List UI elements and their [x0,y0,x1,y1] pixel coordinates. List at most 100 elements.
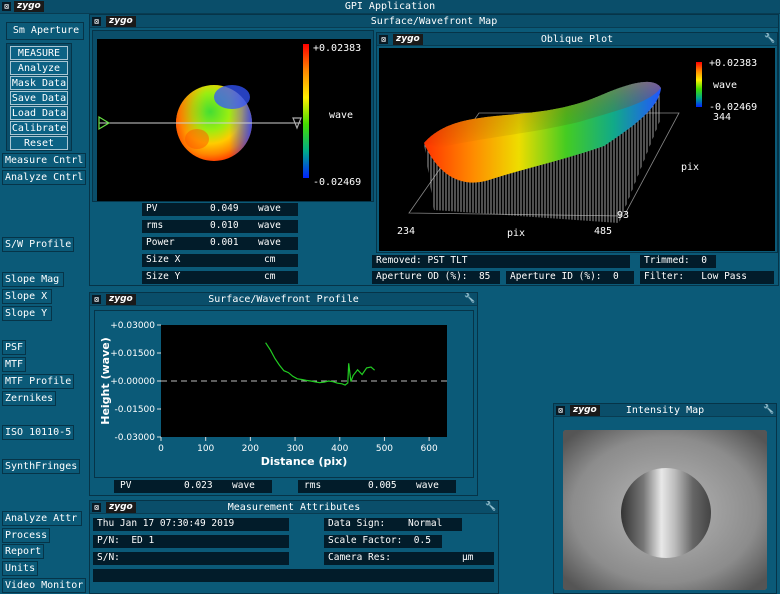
measurement-attributes-window: ⊠ zygo Measurement Attributes 🔧 Thu Jan … [89,500,499,594]
profile-pv-field: PV 0.023 wave [114,480,272,493]
mtf-profile-button[interactable]: MTF Profile [2,374,74,389]
synthfringes-button[interactable]: SynthFringes [2,459,80,474]
wrench-icon[interactable]: 🔧 [464,294,476,304]
close-icon[interactable]: ⊠ [92,295,101,304]
date-field: Thu Jan 17 07:30:49 2019 [93,518,289,531]
close-icon[interactable]: ⊠ [92,17,101,26]
profile-title-bar: ⊠ zygo Surface/Wavefront Profile 🔧 [90,293,477,306]
y-tick-label: +0.00000 [110,377,155,387]
iso-10110-5-button[interactable]: ISO 10110-5 [2,425,74,440]
x-tick-label: 200 [242,444,259,454]
close-icon[interactable]: ⊠ [2,2,11,11]
app-title: GPI Application [344,1,436,12]
sn-field[interactable]: S/N: [93,552,289,565]
analyze-button[interactable]: Analyze [10,61,68,75]
zygo-logo: zygo [393,34,423,45]
oblique-x-right: 485 [594,226,613,237]
surface-map-title: Surface/Wavefront Map [370,16,498,27]
process-button[interactable]: Process [2,528,50,543]
units-button[interactable]: Units [2,561,38,576]
mtf-button[interactable]: MTF [2,357,26,372]
removed-field: Removed: PST TLT [372,255,630,268]
y-tick-label: +0.03000 [110,321,155,331]
surface-map-title-bar: ⊠ zygo Surface/Wavefront Map [90,15,778,28]
reset-button[interactable]: Reset [10,136,68,150]
profile-start-marker[interactable] [98,115,111,131]
oblique-x-left: 234 [397,226,416,237]
map-scale-min: -0.02469 [313,177,362,188]
attributes-title-bar: ⊠ zygo Measurement Attributes 🔧 [90,501,498,514]
surface-map-window: ⊠ zygo Surface/Wavefront Map [89,14,779,286]
load-data-button[interactable]: Load Data [10,106,68,120]
zygo-logo: zygo [14,1,44,12]
oblique-plot-area: +0.02383 wave -0.02469 344 pix 93 234 pi… [379,48,775,251]
oblique-y-axis-label: pix [681,162,700,173]
oblique-color-scale [696,62,702,107]
y-tick-label: -0.03000 [115,433,156,443]
zygo-logo: zygo [106,502,136,513]
y-tick-label: +0.01500 [110,349,155,359]
color-scale-bar [303,44,309,178]
pn-field[interactable]: P/N: ED 1 [93,535,289,548]
analyze-attr-button[interactable]: Analyze Attr [2,511,82,526]
zernikes-button[interactable]: Zernikes [2,391,56,406]
camera-res-field: Camera Res: µm [324,552,494,565]
profile-title: Surface/Wavefront Profile [208,294,359,305]
surface-map-svg [98,44,309,178]
power-result: Power 0.001 wave [142,237,298,250]
video-monitor-button[interactable]: Video Monitor [2,578,86,593]
close-icon[interactable]: ⊠ [556,406,565,415]
x-tick-label: 400 [331,444,348,454]
x-tick-label: 100 [197,444,214,454]
zygo-logo: zygo [106,294,136,305]
profile-end-marker[interactable] [292,117,302,130]
pv-result: PV 0.049 wave [142,203,298,216]
left-button-panel: Sm Aperture MEASURE Analyze Mask Data Sa… [0,14,88,594]
measure-cntrl-button[interactable]: Measure Cntrl [2,153,86,168]
oblique-y-top: 344 [713,112,732,123]
slope-y-button[interactable]: Slope Y [2,306,52,321]
intensity-map-title: Intensity Map [625,405,705,416]
close-icon[interactable]: ⊠ [379,35,388,44]
attributes-title: Measurement Attributes [227,502,361,513]
trimmed-field: Trimmed: 0 [640,255,716,268]
x-tick-label: 600 [421,444,438,454]
close-icon[interactable]: ⊠ [92,503,101,512]
intensity-map-svg [563,430,767,590]
slope-mag-button[interactable]: Slope Mag [2,272,64,287]
mask-data-button[interactable]: Mask Data [10,76,68,90]
wrench-icon[interactable]: 🔧 [764,34,776,44]
oblique-plot-window: ⊠ zygo Oblique Plot 🔧 [376,32,778,253]
oblique-plot-svg [408,62,702,223]
sw-profile-button[interactable]: S/W Profile [2,237,74,252]
measure-button[interactable]: MEASURE [10,46,68,60]
scale-factor-field: Scale Factor: 0.5 [324,535,442,548]
data-sign-field: Data Sign: Normal [324,518,462,531]
oblique-scale-min: -0.02469 [709,102,758,113]
surface-map-plot [97,39,371,201]
wrench-icon[interactable]: 🔧 [485,502,497,512]
intensity-aperture [621,468,711,558]
x-tick-label: 300 [286,444,303,454]
rms-result: rms 0.010 wave [142,220,298,233]
aperture-od-field: Aperture OD (%): 85 [372,271,500,284]
zygo-logo: zygo [570,405,600,416]
oblique-plot-title-bar: ⊠ zygo Oblique Plot 🔧 [377,33,777,46]
slope-x-button[interactable]: Slope X [2,289,52,304]
wrench-icon[interactable]: 🔧 [763,405,775,415]
intensity-map-image [563,430,767,590]
psf-button[interactable]: PSF [2,340,26,355]
map-scale-max: +0.02383 [313,43,362,54]
calibrate-button[interactable]: Calibrate [10,121,68,135]
save-data-button[interactable]: Save Data [10,91,68,105]
notes-field[interactable] [93,569,494,582]
report-button[interactable]: Report [2,544,44,559]
x-axis-label: Distance (pix) [261,455,348,468]
app-title-bar: ⊠ zygo GPI Application [0,0,780,14]
oblique-scale-max: +0.02383 [709,58,758,69]
y-axis-label: Height (wave) [99,337,112,425]
sm-aperture-button[interactable]: Sm Aperture [6,22,84,40]
profile-window: ⊠ zygo Surface/Wavefront Profile 🔧 +0.03… [89,292,478,496]
analyze-cntrl-button[interactable]: Analyze Cntrl [2,170,86,185]
